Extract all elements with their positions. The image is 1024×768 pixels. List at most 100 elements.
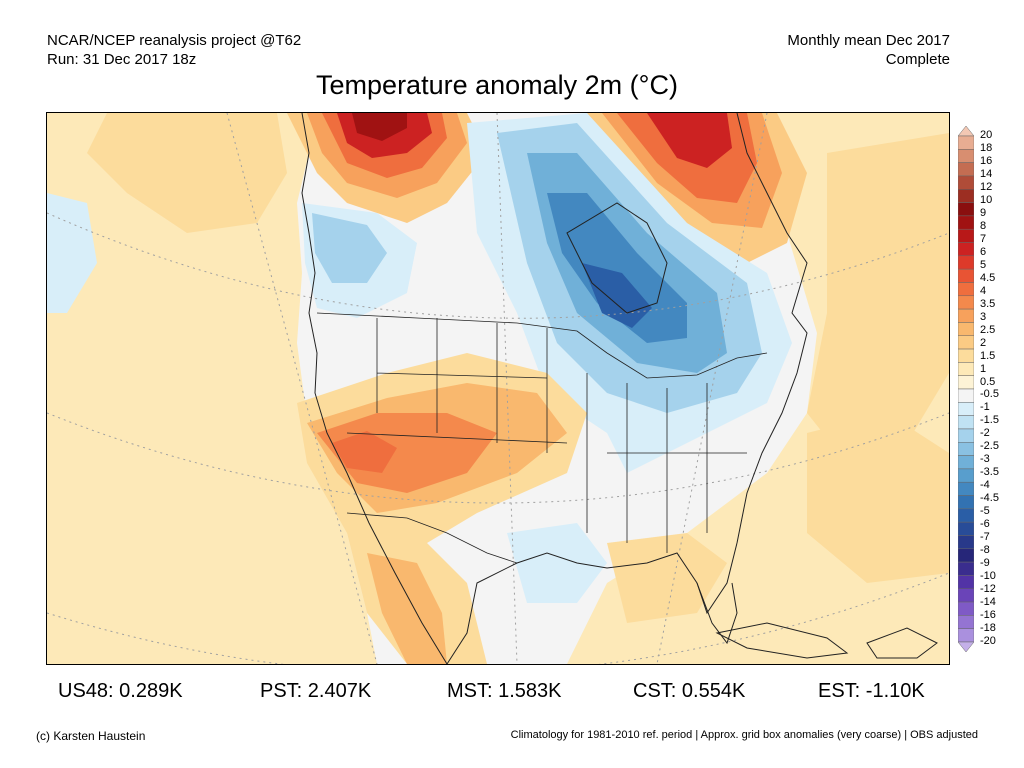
colorbar-label: -4 xyxy=(980,479,990,492)
us-canada-border xyxy=(316,312,768,379)
cool-zone-east-5 xyxy=(582,263,652,328)
warm-zone-pacific xyxy=(47,113,377,664)
colorbar-label: -0.5 xyxy=(980,388,999,401)
header-right: Monthly mean Dec 2017 Complete xyxy=(787,31,950,69)
cuba xyxy=(715,622,849,659)
colorbar-segment xyxy=(958,295,974,310)
colorbar-label: -2.5 xyxy=(980,440,999,453)
colorbar-segment xyxy=(958,255,974,270)
warm-zone-mexico-core xyxy=(367,553,447,664)
colorbar-segment xyxy=(958,242,974,257)
colorbar-segment xyxy=(958,481,974,496)
colorbar-label: -20 xyxy=(980,635,996,647)
cool-zone-east-4 xyxy=(547,193,687,343)
colorbar-segment xyxy=(958,322,974,336)
colorbar-label: 16 xyxy=(980,154,993,167)
colorbar-segment xyxy=(958,149,974,163)
copyright: (c) Karsten Haustein xyxy=(36,729,146,743)
cool-zone-gulf xyxy=(507,523,607,603)
graticule-line xyxy=(47,212,949,319)
colorbar-segment xyxy=(958,428,974,443)
colorbar-label: 2.5 xyxy=(980,323,996,336)
colorbar-label: 4 xyxy=(980,284,987,297)
colorbar-segment xyxy=(958,575,974,589)
colorbar-label: 10 xyxy=(980,193,993,206)
colorbar-segment xyxy=(958,402,974,416)
colorbar-segment xyxy=(958,362,974,376)
colorbar-label: 7 xyxy=(980,232,987,245)
status-label: Complete xyxy=(885,51,950,68)
colorbar-label: 0.5 xyxy=(980,375,996,388)
colorbar-segment xyxy=(958,308,974,323)
colorbar-segment xyxy=(958,215,974,230)
colorbar-segment xyxy=(958,548,974,563)
period-label: Monthly mean Dec 2017 xyxy=(787,32,950,49)
colorbar-segment xyxy=(958,175,974,190)
colorbar-segment xyxy=(958,135,974,150)
warm-zone-northeast-4 xyxy=(647,113,732,168)
colorbar-label: 20 xyxy=(980,129,993,141)
cool-zone-pacific-west xyxy=(47,193,97,313)
colorbar-label: -18 xyxy=(980,622,996,635)
warm-zone-atlantic-strong xyxy=(807,133,949,463)
colorbar-label: 9 xyxy=(980,206,987,219)
colorbar-label: -7 xyxy=(980,531,990,544)
climatology-note: Climatology for 1981-2010 ref. period | … xyxy=(510,729,978,741)
colorbar-label: -5 xyxy=(980,505,990,518)
colorbar-segment xyxy=(958,228,974,243)
warm-zone-subtropical-atlantic xyxy=(607,533,727,623)
colorbar-label: -4.5 xyxy=(980,492,999,505)
colorbar-label: -10 xyxy=(980,570,996,583)
colorbar-label: 1.5 xyxy=(980,349,996,362)
colorbar-segment xyxy=(958,615,974,629)
warm-zone-east-atlantic xyxy=(807,413,949,583)
colorbar-segment xyxy=(958,601,974,616)
colorbar-label: -1 xyxy=(980,401,990,414)
colorbar-label: -8 xyxy=(980,544,990,557)
project-label: NCAR/NCEP reanalysis project @T62 xyxy=(47,32,302,49)
run-label: Run: 31 Dec 2017 18z xyxy=(47,51,197,68)
coastlines xyxy=(301,113,938,664)
colorbar-segment xyxy=(958,442,974,456)
anomaly-map-svg xyxy=(47,113,949,664)
state-lines xyxy=(346,318,747,553)
graticule-line xyxy=(47,412,949,504)
cool-zone-west-coast-core xyxy=(312,213,387,283)
anomaly-map xyxy=(46,112,950,665)
colorbar-label: 3 xyxy=(980,310,987,323)
hispaniola xyxy=(866,627,938,659)
colorbar-label: 1 xyxy=(980,362,987,375)
colorbar-label: 4.5 xyxy=(980,271,996,284)
gulf-coast xyxy=(446,542,738,664)
colorbar-label: -1.5 xyxy=(980,414,999,427)
colorbar-segment xyxy=(958,521,974,536)
colorbar-label: -16 xyxy=(980,609,996,622)
colorbar xyxy=(958,126,974,652)
east-coast xyxy=(736,113,808,544)
colorbar-segment xyxy=(958,468,974,483)
region-us48: US48: 0.289K xyxy=(58,680,183,702)
colorbar-label: 3.5 xyxy=(980,297,996,310)
region-cst: CST: 0.554K xyxy=(633,680,746,702)
colorbar-segment xyxy=(958,628,974,643)
colorbar-label: -2 xyxy=(980,427,990,440)
region-pst: PST: 2.407K xyxy=(260,680,372,702)
map-title: Temperature anomaly 2m (°C) xyxy=(316,70,678,100)
colorbar-label: 5 xyxy=(980,258,987,271)
warm-zone-southwest-4 xyxy=(332,431,397,473)
colorbar-segment xyxy=(958,189,974,203)
graticule-line xyxy=(226,113,378,664)
region-mst: MST: 1.583K xyxy=(447,680,562,702)
colorbar-segment xyxy=(958,375,974,390)
colorbar-label: -14 xyxy=(980,596,996,609)
colorbar-segment xyxy=(958,268,974,283)
colorbar-segment xyxy=(958,588,974,603)
colorbar-segment xyxy=(958,202,974,217)
colorbar-label: 18 xyxy=(980,141,993,154)
graticule-line xyxy=(656,113,768,664)
colorbar-label: -3 xyxy=(980,453,990,466)
west-coast xyxy=(301,113,448,664)
colorbar-segment xyxy=(958,282,974,297)
colorbar-segment xyxy=(958,641,974,652)
colorbar-segment xyxy=(958,455,974,470)
